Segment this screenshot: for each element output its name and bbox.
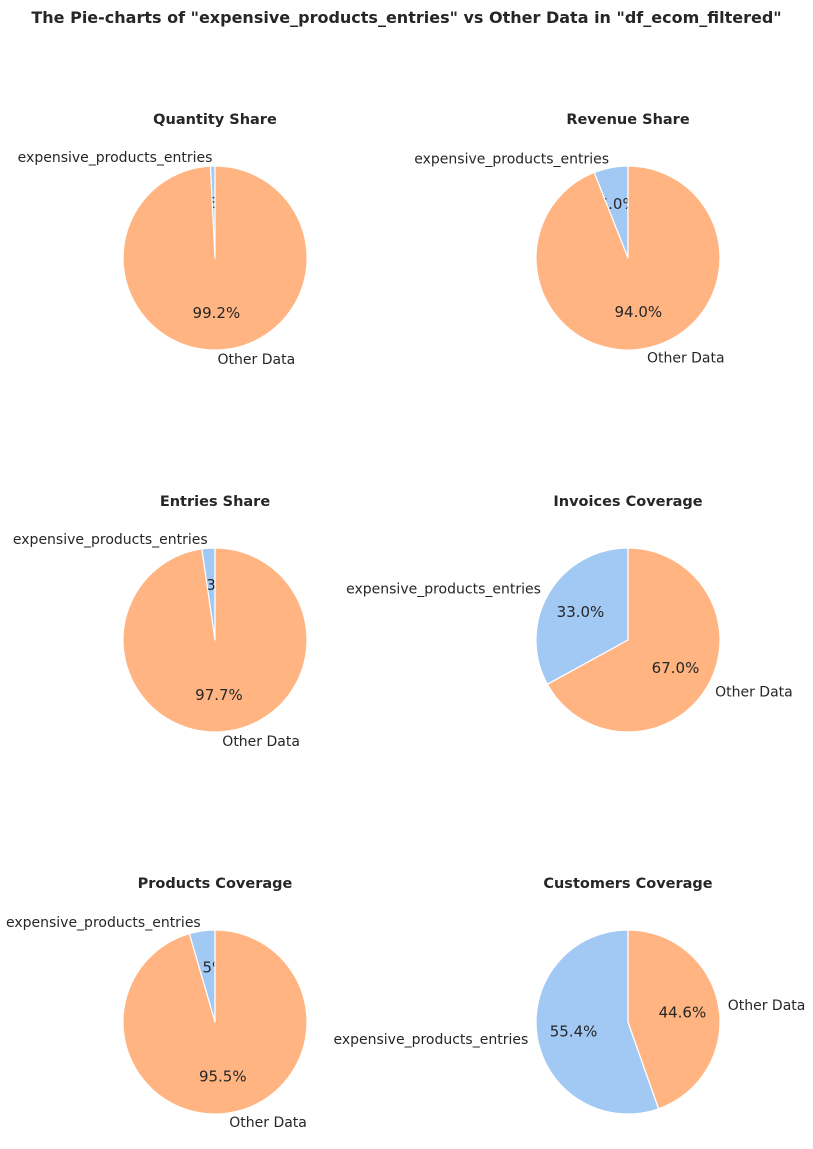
pie-slice — [122, 547, 308, 733]
pie-slice — [546, 547, 721, 733]
pie-title: Invoices Coverage — [553, 494, 702, 510]
slice-percent-label: 67.0% — [652, 659, 700, 677]
slice-category-label: expensive_products_entries — [13, 532, 208, 548]
pie-slice — [122, 929, 308, 1115]
pie-chart: Customers Coverage 55.4% expensive_product… — [333, 876, 806, 1115]
pie-slice — [627, 929, 721, 1110]
pie-title: Products Coverage — [138, 876, 293, 892]
slice-category-label: Other Data — [229, 1115, 307, 1131]
slice-percent-label: 33.0% — [557, 603, 605, 621]
pie-slice — [535, 165, 721, 351]
slice-category-label: expensive_products_entries — [6, 915, 201, 931]
slice-percent-label: 97.7% — [195, 686, 243, 704]
slice-percent-label: 55.4% — [550, 1022, 598, 1040]
pie-title: Quantity Share — [153, 112, 277, 128]
pie-title: Revenue Share — [566, 112, 690, 128]
pie-slice — [122, 165, 308, 351]
slice-category-label: Other Data — [715, 685, 793, 701]
slice-category-label: expensive_products_entries — [346, 581, 541, 597]
figure-title: The Pie-charts of "expensive_products_en… — [31, 8, 782, 27]
pie-chart: Products Coverage4.5%expensive_products_… — [6, 876, 308, 1131]
pie-chart: Entries Share2.3%expensive_products_entr… — [13, 494, 308, 750]
pie-chart: Quantity Share0.8%expensive_products_ent… — [18, 112, 308, 368]
pie-slice — [535, 547, 629, 685]
slice-category-label: expensive_products_entries — [18, 150, 213, 166]
slice-category-label: expensive_products_entries — [414, 152, 609, 168]
slice-percent-label: 44.6% — [659, 1004, 707, 1022]
slice-category-label: Other Data — [728, 998, 806, 1014]
slice-category-label: Other Data — [647, 350, 725, 366]
slice-category-label: Other Data — [222, 734, 300, 750]
slice-category-label: expensive_products_entries — [333, 1032, 528, 1048]
pie-title: Entries Share — [160, 494, 270, 510]
slice-category-label: Other Data — [218, 352, 296, 368]
pie-chart: Revenue Share6.0%expensive_products_entr… — [414, 112, 724, 366]
slice-percent-label: 95.5% — [199, 1068, 247, 1086]
slice-percent-label: 94.0% — [615, 303, 663, 321]
pie-title: Customers Coverage — [543, 876, 712, 892]
slice-percent-label: 99.2% — [193, 304, 241, 322]
pie-chart: Invoices Coverage 33.0% expensive_products… — [346, 494, 793, 733]
